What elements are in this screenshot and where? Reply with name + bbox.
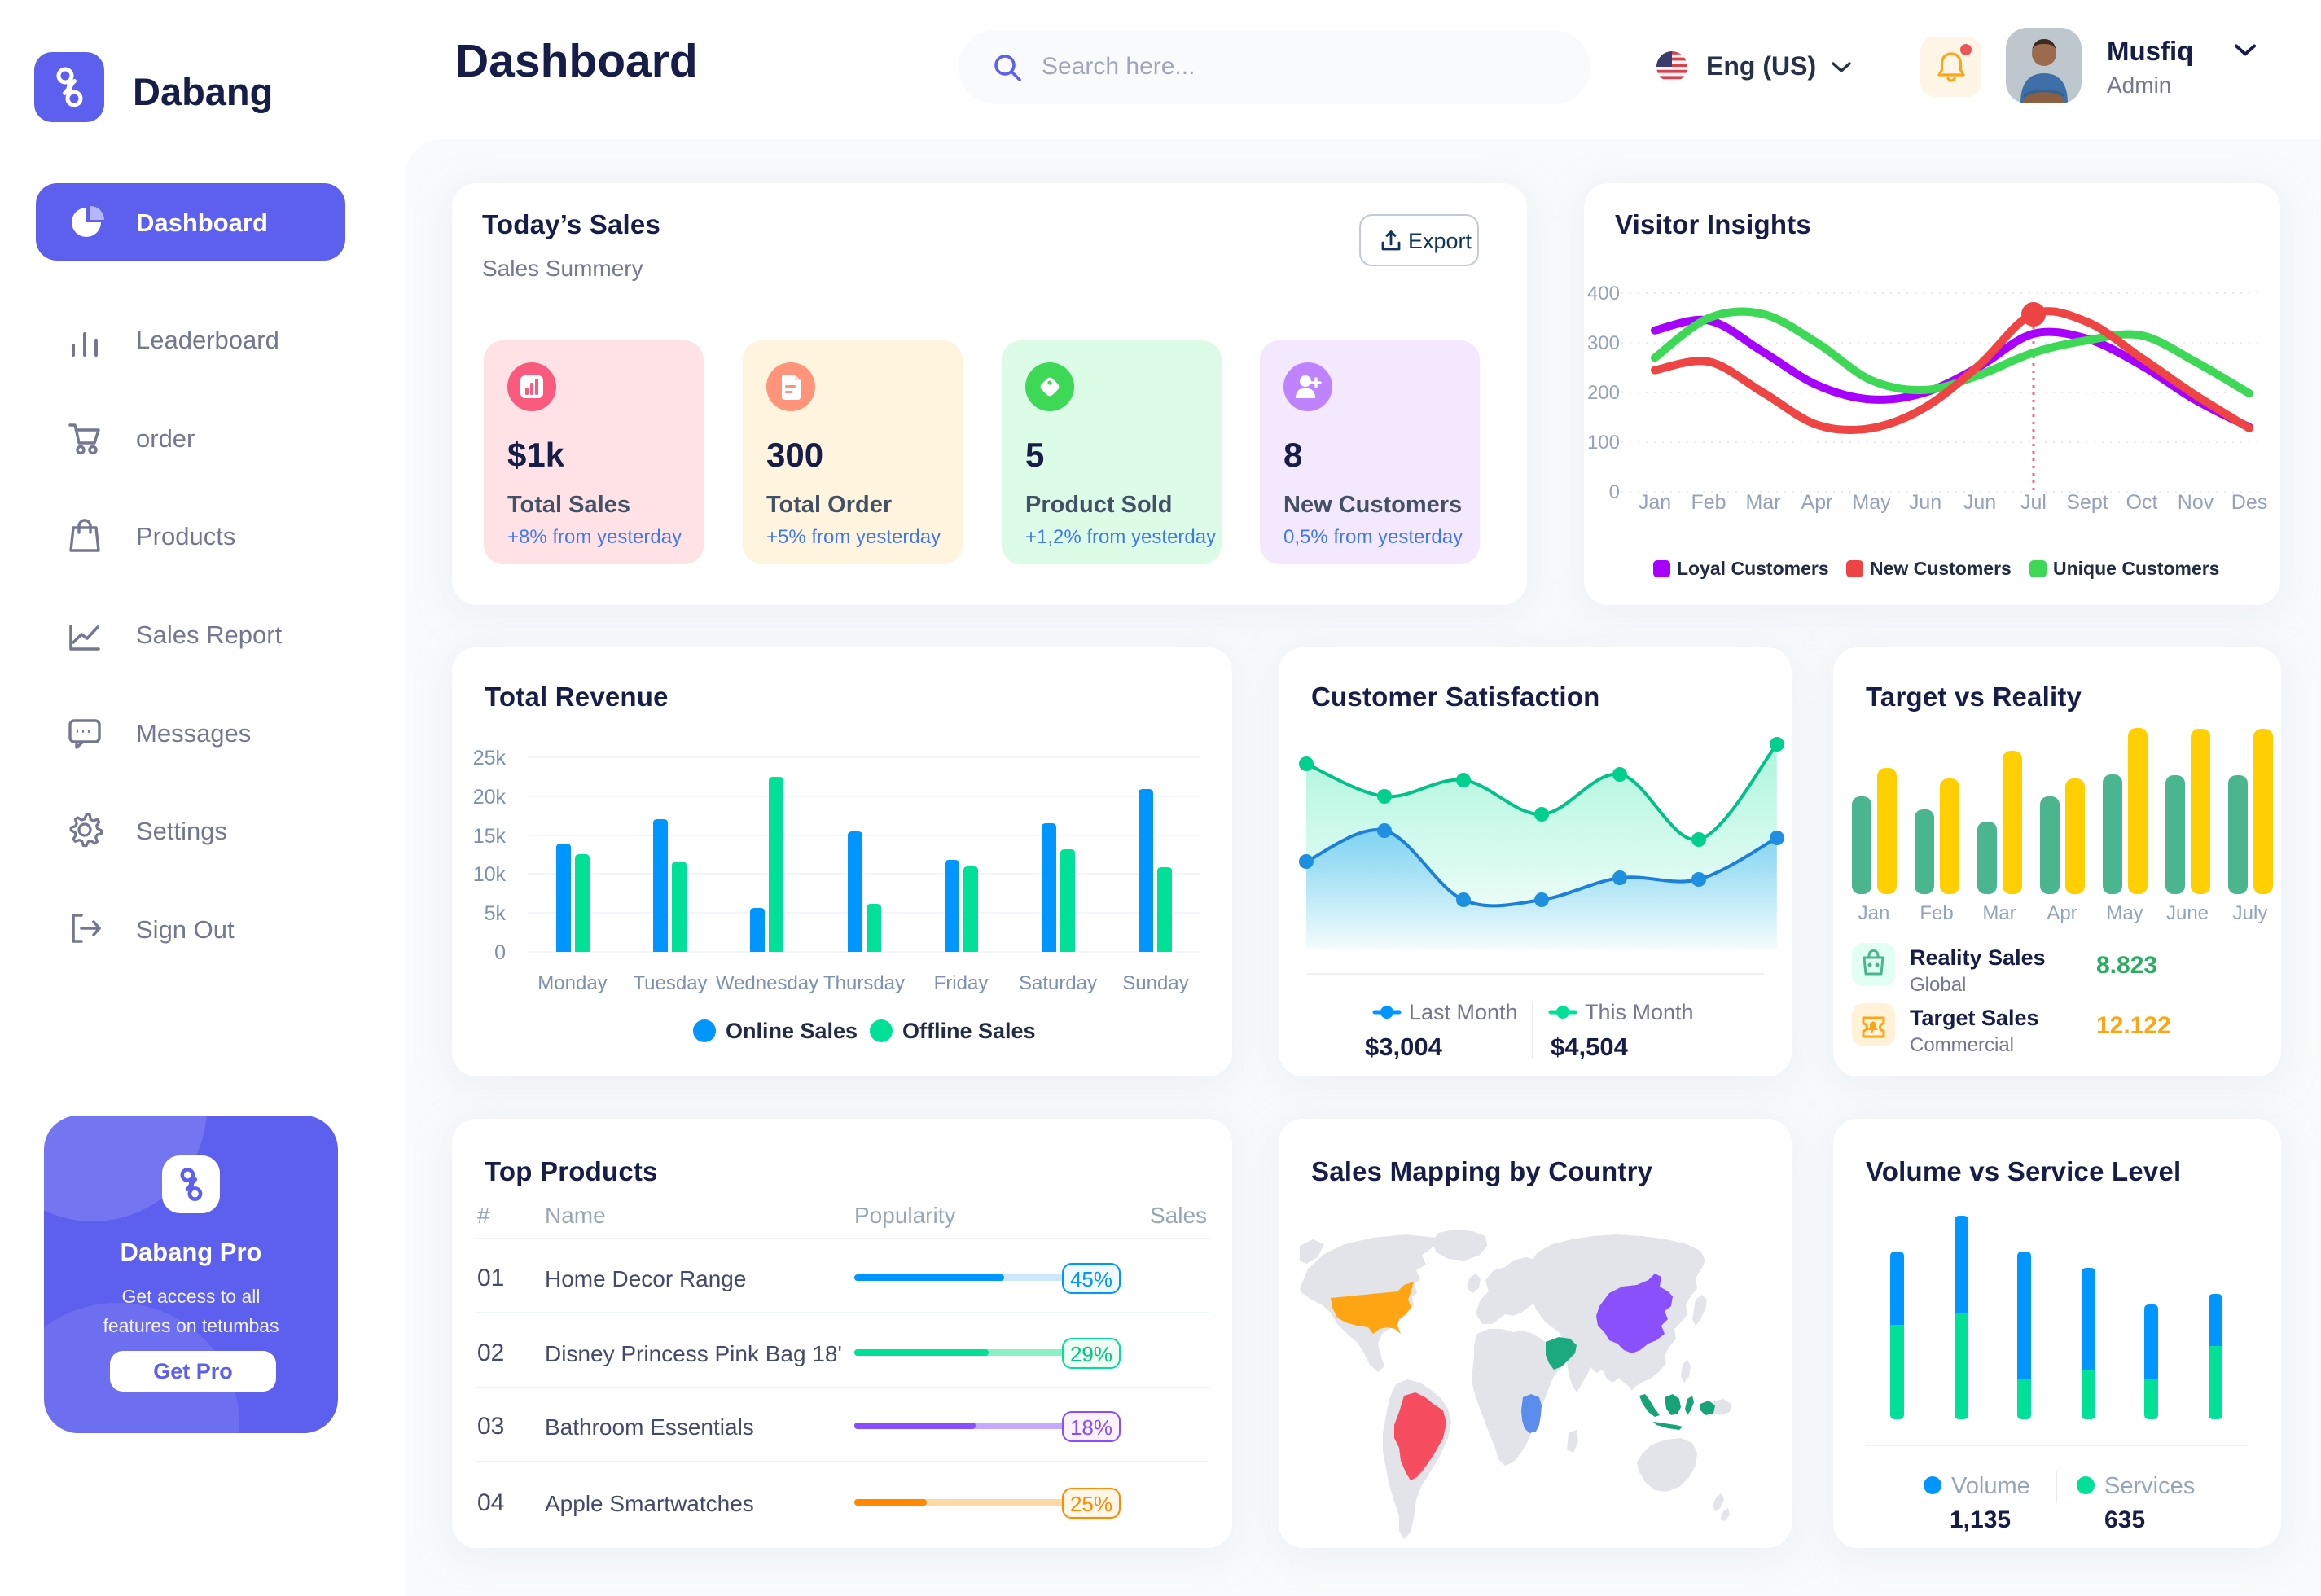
svg-text:Saturday: Saturday	[1019, 972, 1097, 994]
svg-text:100: 100	[1587, 432, 1620, 454]
svg-text:$3,004: $3,004	[1365, 1033, 1443, 1061]
svg-text:20k: 20k	[473, 786, 507, 809]
svg-text:Oct: Oct	[2126, 491, 2158, 514]
svg-text:8.823: 8.823	[2096, 952, 2157, 979]
svg-text:Des: Des	[2231, 491, 2267, 514]
svg-text:Jun: Jun	[1963, 491, 1996, 514]
svg-text:Apr: Apr	[1801, 491, 1833, 514]
svg-text:Wednesday: Wednesday	[716, 972, 818, 994]
svg-text:Mar: Mar	[1982, 902, 2016, 924]
svg-text:June: June	[2166, 902, 2209, 924]
svg-text:Jun: Jun	[1909, 491, 1941, 514]
svg-text:Online Sales: Online Sales	[726, 1019, 858, 1043]
svg-text:0: 0	[494, 941, 506, 964]
svg-text:Jan: Jan	[1858, 902, 1890, 924]
svg-text:635: 635	[2104, 1506, 2145, 1533]
svg-text:200: 200	[1587, 382, 1620, 404]
svg-text:July: July	[2233, 902, 2268, 924]
svg-text:0: 0	[1609, 481, 1620, 503]
svg-text:May: May	[2106, 902, 2143, 924]
svg-text:Volume: Volume	[1951, 1473, 2030, 1499]
svg-text:Tuesday: Tuesday	[633, 972, 707, 994]
svg-text:1,135: 1,135	[1950, 1506, 2011, 1533]
svg-text:300: 300	[1587, 332, 1620, 354]
svg-text:Unique Customers: Unique Customers	[2053, 558, 2219, 579]
svg-text:Sunday: Sunday	[1122, 972, 1188, 994]
svg-text:This Month: This Month	[1585, 1000, 1694, 1024]
svg-text:12.122: 12.122	[2096, 1012, 2171, 1039]
svg-text:Jan: Jan	[1639, 491, 1671, 514]
svg-text:400: 400	[1587, 283, 1620, 305]
svg-text:Thursday: Thursday	[823, 972, 905, 994]
svg-text:5k: 5k	[485, 902, 507, 925]
svg-text:Jul: Jul	[2020, 491, 2047, 514]
svg-text:25k: 25k	[473, 747, 507, 770]
svg-text:Reality Sales: Reality Sales	[1910, 945, 2046, 970]
svg-text:Sept: Sept	[2066, 491, 2108, 514]
svg-text:10k: 10k	[473, 863, 507, 886]
svg-text:Monday: Monday	[537, 972, 607, 994]
svg-text:Feb: Feb	[1920, 902, 1953, 924]
svg-text:Mar: Mar	[1745, 491, 1780, 514]
svg-text:Services: Services	[2104, 1473, 2195, 1499]
svg-text:Friday: Friday	[934, 972, 989, 994]
svg-text:May: May	[1852, 491, 1891, 514]
svg-text:Last Month: Last Month	[1409, 1000, 1518, 1024]
svg-text:Apr: Apr	[2047, 902, 2077, 924]
svg-text:15k: 15k	[473, 825, 507, 848]
svg-text:Target Sales: Target Sales	[1910, 1006, 2039, 1030]
svg-text:Feb: Feb	[1691, 491, 1726, 514]
svg-text:Global: Global	[1910, 974, 1966, 996]
svg-text:Offline Sales: Offline Sales	[902, 1019, 1036, 1043]
svg-text:New Customers: New Customers	[1870, 558, 2012, 579]
svg-text:Loyal Customers: Loyal Customers	[1677, 558, 1829, 579]
svg-text:$4,504: $4,504	[1551, 1033, 1629, 1061]
svg-text:Commercial: Commercial	[1910, 1034, 2014, 1056]
svg-text:Nov: Nov	[2178, 491, 2214, 514]
